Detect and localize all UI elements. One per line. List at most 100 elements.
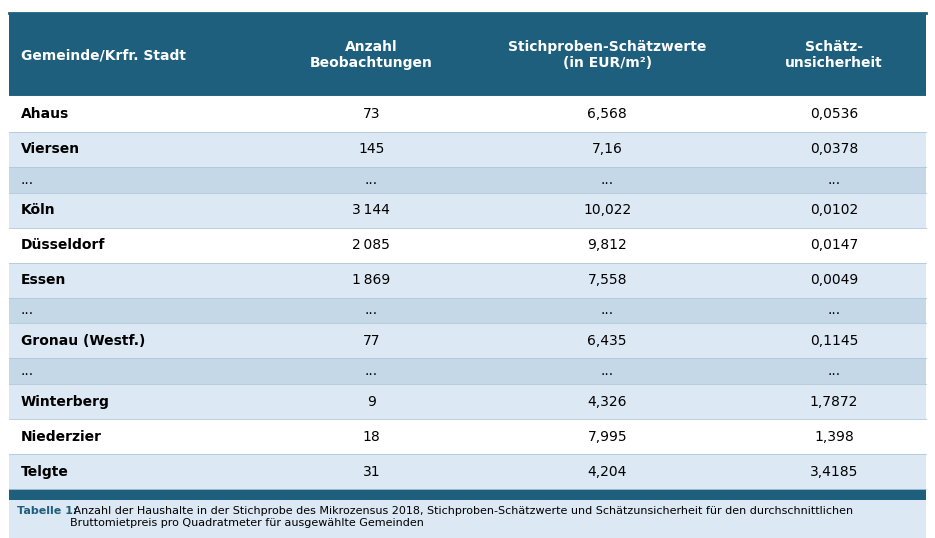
Bar [742,454,926,489]
Bar [270,97,472,132]
Text: Anzahl der Haushalte in der Stichprobe des Mikrozensus 2018, Stichproben-Schätzw: Anzahl der Haushalte in der Stichprobe d… [70,506,854,528]
Text: 18: 18 [363,429,381,444]
Text: 0,0102: 0,0102 [810,203,858,217]
Bar [472,384,742,419]
Text: 31: 31 [363,464,381,479]
Text: 0,0536: 0,0536 [810,107,858,122]
Text: 7,558: 7,558 [587,273,627,287]
Bar [472,298,742,323]
Bar [270,454,472,489]
Text: Essen: Essen [21,273,66,287]
Bar [472,419,742,454]
Bar [472,167,742,193]
Text: ...: ... [600,364,613,378]
Text: ...: ... [21,303,34,317]
Text: Viersen: Viersen [21,142,79,157]
Bar [270,263,472,298]
Text: ...: ... [365,173,378,187]
Text: 0,0147: 0,0147 [810,238,858,252]
Text: Anzahl
Beobachtungen: Anzahl Beobachtungen [309,40,433,70]
Text: Winterberg: Winterberg [21,394,109,409]
Bar [472,323,742,358]
Text: 0,0378: 0,0378 [810,142,858,157]
Text: 3,4185: 3,4185 [810,464,858,479]
Bar [9,97,270,132]
Text: 0,0049: 0,0049 [810,273,858,287]
Bar [9,298,270,323]
Bar [9,454,270,489]
Text: ...: ... [21,364,34,378]
Text: ...: ... [827,364,841,378]
Text: 6,435: 6,435 [587,334,627,348]
Text: 3 144: 3 144 [352,203,390,217]
Bar [742,193,926,228]
Text: 10,022: 10,022 [583,203,631,217]
Bar [742,384,926,419]
Text: Gronau (Westf.): Gronau (Westf.) [21,334,145,348]
Text: Schätz-
unsicherheit: Schätz- unsicherheit [785,40,883,70]
Bar [472,97,742,132]
Bar [472,358,742,384]
Bar [270,167,472,193]
Text: ...: ... [365,364,378,378]
Bar [270,358,472,384]
Text: 7,995: 7,995 [587,429,627,444]
Text: 1,398: 1,398 [814,429,854,444]
Text: 145: 145 [358,142,384,157]
Bar [270,193,472,228]
Text: Niederzier: Niederzier [21,429,102,444]
Text: 4,326: 4,326 [587,394,627,409]
Text: 1,7872: 1,7872 [810,394,858,409]
Bar [9,132,270,167]
Text: ...: ... [827,173,841,187]
Text: 9,812: 9,812 [587,238,627,252]
Bar [270,323,472,358]
Bar [270,384,472,419]
Text: ...: ... [600,173,613,187]
Bar [742,298,926,323]
Text: Düsseldorf: Düsseldorf [21,238,105,252]
Text: Tabelle 1:: Tabelle 1: [17,506,78,516]
Bar [270,132,472,167]
Bar [742,358,926,384]
Text: Gemeinde/Krfr. Stadt: Gemeinde/Krfr. Stadt [21,48,185,62]
Bar [472,228,742,263]
Text: Telgte: Telgte [21,464,68,479]
Text: ...: ... [365,303,378,317]
Text: 6,568: 6,568 [587,107,627,122]
Bar [742,167,926,193]
Bar [472,454,742,489]
Bar [742,323,926,358]
Text: 0,1145: 0,1145 [810,334,858,348]
Bar [742,228,926,263]
Bar [270,419,472,454]
Bar [9,358,270,384]
Text: 2 085: 2 085 [352,238,390,252]
Text: ...: ... [21,173,34,187]
Bar [742,132,926,167]
Bar [9,228,270,263]
Text: 1 869: 1 869 [352,273,391,287]
Text: Stichproben-Schätzwerte
(in EUR/m²): Stichproben-Schätzwerte (in EUR/m²) [508,40,707,70]
Bar [9,419,270,454]
Text: 9: 9 [367,394,376,409]
Bar [9,489,926,500]
Bar [742,263,926,298]
Text: Köln: Köln [21,203,55,217]
Bar [9,500,926,538]
Bar [270,298,472,323]
Bar [742,419,926,454]
Bar [9,193,270,228]
Text: Ahaus: Ahaus [21,107,69,122]
Text: 73: 73 [363,107,380,122]
Bar [742,97,926,132]
Text: 77: 77 [363,334,380,348]
Text: ...: ... [600,303,613,317]
Bar [472,193,742,228]
Text: 7,16: 7,16 [592,142,623,157]
Text: ...: ... [827,303,841,317]
Bar [270,228,472,263]
Bar [472,263,742,298]
Bar [9,384,270,419]
Bar [9,263,270,298]
